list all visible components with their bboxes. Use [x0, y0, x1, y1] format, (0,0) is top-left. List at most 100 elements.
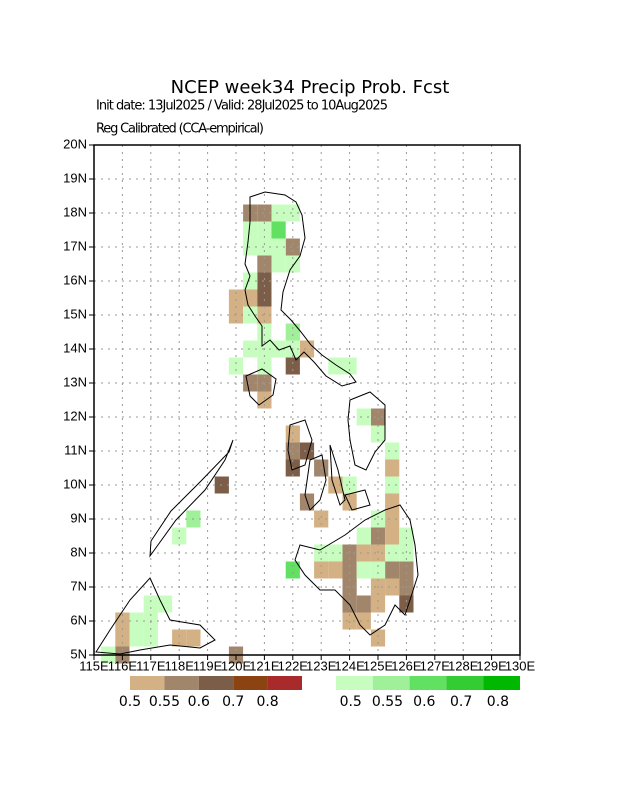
legend-label: 0.55: [149, 694, 180, 710]
y-tick-label: 17N: [63, 238, 87, 253]
legend-label: 0.6: [413, 694, 435, 710]
legend-swatch: [130, 676, 165, 690]
y-tick-label: 7N: [70, 578, 87, 593]
legend-label: 0.5: [119, 694, 141, 710]
legend-swatch: [267, 676, 302, 690]
prob-cell: [356, 561, 371, 579]
prob-cell: [257, 323, 272, 341]
note: Reg Calibrated (CCA-empirical): [96, 122, 264, 137]
legend-label: 0.55: [372, 694, 403, 710]
prob-cell: [385, 442, 400, 460]
y-tick-label: 10N: [63, 476, 87, 491]
legend-label: 0.8: [487, 694, 509, 710]
prob-cell: [385, 578, 400, 596]
prob-cell: [328, 544, 343, 562]
x-tick-label: 120E: [221, 658, 252, 673]
prob-cell: [285, 357, 300, 375]
legend-swatch: [233, 676, 268, 690]
x-tick-label: 119E: [193, 658, 223, 673]
x-tick-label: 118E: [164, 658, 194, 673]
prob-cell: [257, 204, 272, 222]
prob-cell: [385, 544, 400, 562]
legend-swatch: [198, 676, 234, 690]
y-tick-label: 12N: [63, 408, 87, 423]
prob-cell: [342, 561, 357, 579]
prob-cell: [328, 357, 343, 375]
prob-cell: [356, 595, 371, 613]
title: NCEP week34 Precip Prob. Fcst: [171, 77, 450, 98]
map-frame: [93, 144, 521, 656]
legend-swatch: [372, 676, 410, 690]
x-tick-label: 121E: [249, 658, 280, 673]
y-tick-label: 15N: [63, 306, 87, 321]
legend-swatch: [446, 676, 484, 690]
legend-swatch: [336, 676, 373, 690]
x-tick-label: 128E: [448, 658, 479, 673]
x-tick-label: 126E: [391, 658, 422, 673]
prob-cell: [285, 561, 300, 579]
grid: 115E116E117E118E119E120E121E122E123E124E…: [63, 136, 535, 673]
y-tick-label: 13N: [63, 374, 87, 389]
prob-cell: [370, 527, 386, 545]
prob-cell: [228, 357, 244, 375]
prob-cell: [385, 510, 400, 528]
coastlines: [95, 191, 419, 655]
prob-cell: [370, 561, 386, 579]
prob-cell: [385, 527, 400, 545]
prob-cell: [271, 221, 286, 239]
legend-swatch: [409, 676, 447, 690]
x-tick-label: 122E: [278, 658, 309, 673]
prob-cell: [115, 629, 130, 647]
prob-cell: [328, 561, 343, 579]
prob-cell: [385, 459, 400, 477]
prob-cell: [314, 510, 329, 528]
prob-cell: [143, 595, 158, 613]
cells: [101, 204, 414, 664]
y-tick-label: 5N: [70, 646, 87, 661]
prob-cell: [243, 306, 258, 324]
y-tick-label: 16N: [63, 272, 87, 287]
prob-cell: [399, 561, 414, 579]
x-tick-label: 127E: [420, 658, 451, 673]
legend-label: 0.5: [340, 694, 362, 710]
prob-cell: [385, 561, 400, 579]
legend-swatch: [483, 676, 520, 690]
prob-cell: [257, 357, 272, 375]
prob-cell: [172, 629, 187, 647]
y-tick-label: 18N: [63, 204, 87, 219]
legend-label: 0.7: [450, 694, 472, 710]
prob-cell: [356, 408, 371, 426]
prob-cell: [129, 629, 144, 647]
x-tick-label: 116E: [108, 658, 138, 673]
y-tick-label: 14N: [63, 340, 87, 355]
legend-label: 0.7: [222, 694, 244, 710]
prob-cell: [285, 204, 300, 222]
prob-cell: [385, 476, 400, 494]
prob-cell: [271, 204, 286, 222]
x-tick-label: 115E: [79, 658, 109, 673]
prob-cell: [370, 595, 386, 613]
prob-cell: [314, 561, 329, 579]
prob-cell: [370, 408, 386, 426]
prob-cell: [342, 357, 357, 375]
y-tick-label: 8N: [70, 544, 87, 559]
prob-cell: [157, 595, 173, 613]
x-tick-label: 130E: [505, 658, 536, 673]
prob-cell: [370, 629, 386, 647]
y-tick-label: 20N: [63, 136, 87, 151]
prob-cell: [143, 629, 158, 647]
x-tick-label: 117E: [136, 658, 166, 673]
y-tick-label: 9N: [70, 510, 87, 525]
prob-cell: [257, 289, 272, 307]
prob-cell: [257, 238, 272, 256]
subtitle: Init date: 13Jul2025 / Valid: 28Jul2025 …: [96, 99, 388, 114]
prob-cell: [228, 289, 244, 307]
prob-cell: [243, 289, 258, 307]
x-tick-label: 125E: [363, 658, 394, 673]
prob-cell: [271, 255, 286, 273]
prob-cell: [399, 527, 414, 545]
legend-label: 0.6: [188, 694, 210, 710]
x-tick-label: 123E: [306, 658, 337, 673]
prob-cell: [285, 238, 300, 256]
